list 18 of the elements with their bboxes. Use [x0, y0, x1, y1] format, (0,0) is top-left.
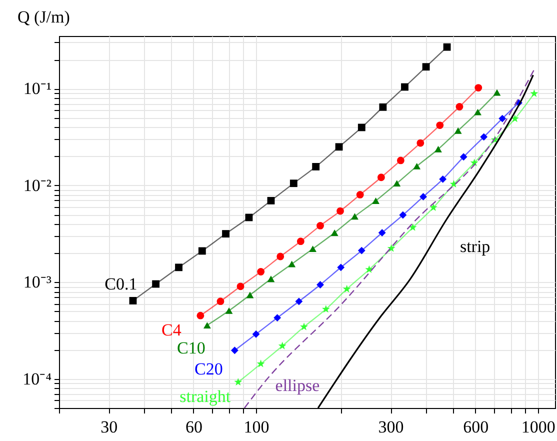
- x-tick-label: 60: [185, 418, 202, 436]
- x-tick-label: 30: [100, 418, 118, 436]
- x-tick-label: 600: [463, 418, 489, 436]
- series-label: C0.1: [104, 274, 138, 294]
- series-label: C20: [194, 359, 223, 378]
- x-tick-label: 300: [378, 418, 404, 436]
- y-axis-title: Q (J/m): [18, 8, 70, 26]
- series-label: ellipse: [275, 376, 320, 395]
- y-tick-label: 10⁻³: [23, 272, 52, 292]
- y-tick-label: 10⁻²: [23, 176, 52, 195]
- series-label: straight: [180, 387, 231, 406]
- x-tick-label: 1000: [521, 418, 556, 436]
- y-tick-label: 10⁻⁴: [22, 369, 52, 388]
- series-label: C10: [177, 338, 206, 358]
- y-tick-label: 10⁻¹: [23, 79, 52, 98]
- series-label: C4: [162, 320, 182, 340]
- x-tick-label: 100: [244, 418, 270, 436]
- series-label: strip: [460, 237, 490, 256]
